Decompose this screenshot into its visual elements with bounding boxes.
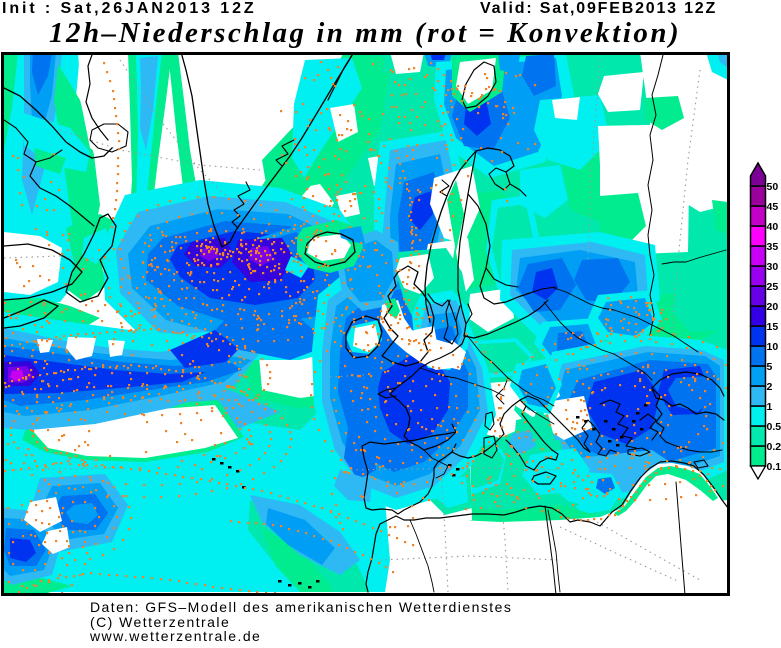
svg-text:5: 5 [767,361,773,373]
svg-text:30: 30 [767,261,779,273]
svg-text:40: 40 [767,221,779,233]
svg-text:1: 1 [767,401,773,413]
svg-text:15: 15 [767,321,779,333]
svg-text:45: 45 [767,201,779,213]
svg-text:0.1: 0.1 [767,461,781,473]
svg-text:0.2: 0.2 [767,441,781,453]
svg-text:25: 25 [767,281,779,293]
svg-text:20: 20 [767,301,779,313]
svg-text:35: 35 [767,241,779,253]
svg-text:2: 2 [767,381,773,393]
svg-text:0.5: 0.5 [767,421,781,433]
svg-text:10: 10 [767,341,779,353]
svg-text:50: 50 [767,181,779,193]
